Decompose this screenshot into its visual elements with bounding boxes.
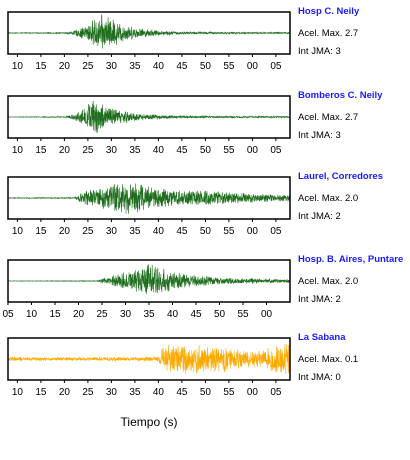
x-tick-label: 30: [120, 309, 132, 320]
panel-1: 10 15 20 25 30 35 40 45 50 55 00 05 Hosp C. Neily Ace…: [7, 6, 360, 72]
panel-frame: [7, 11, 291, 55]
acel-max-label: Acel. Max. 2.7: [298, 28, 358, 39]
x-tick-label: 45: [190, 309, 202, 320]
x-tick-label: 20: [59, 145, 71, 156]
x-tick-label: 15: [35, 387, 47, 398]
x-tick-label: 00: [247, 145, 259, 156]
x-tick-label: 05: [270, 387, 282, 398]
waveform-trace: [7, 14, 291, 49]
x-tick-label: 55: [223, 145, 235, 156]
panel-5: 10 15 20 25 30 35 40 45 50 55 00 05 La Sabana Acel. M…: [7, 332, 358, 398]
x-tick-label: 00: [247, 61, 259, 72]
x-tick-label: 20: [59, 61, 71, 72]
x-tick-label: 20: [59, 226, 71, 237]
x-tick-label: 15: [35, 226, 47, 237]
x-tick-label: 10: [12, 145, 24, 156]
jma-intensity-label: Int JMA: 3: [298, 46, 341, 57]
x-tick-label: 20: [73, 309, 85, 320]
x-tick-label: 10: [12, 226, 24, 237]
station-name: Bomberos C. Neily: [298, 90, 383, 101]
x-tick-label: 40: [153, 145, 165, 156]
x-tick-label: 25: [82, 145, 94, 156]
station-name: La Sabana: [298, 332, 346, 343]
x-tick-label: 05: [270, 145, 282, 156]
waveform-trace: [7, 183, 291, 214]
panel-frame: [7, 176, 291, 220]
x-tick-label: 05: [270, 61, 282, 72]
x-tick-label: 45: [176, 226, 188, 237]
jma-intensity-label: Int JMA: 0: [298, 372, 341, 383]
x-tick-label: 45: [176, 145, 188, 156]
x-tick-label: 15: [49, 309, 61, 320]
panel-2: 10 15 20 25 30 35 40 45 50 55 00 05 Bomberos C. Neil…: [7, 90, 383, 156]
x-tick-label: 55: [237, 309, 249, 320]
x-tick-label: 35: [129, 145, 141, 156]
x-tick-label: 35: [129, 61, 141, 72]
x-tick-label: 20: [59, 387, 71, 398]
x-tick-label: 55: [223, 61, 235, 72]
x-tick-label: 40: [153, 387, 165, 398]
x-tick-label: 40: [153, 61, 165, 72]
x-tick-label: 50: [200, 226, 212, 237]
x-tick-label: 25: [82, 226, 94, 237]
panel-4: 05 10 15 20 25 30 35 40 45 50 55 00 Hosp. B. Aires, …: [2, 254, 403, 320]
x-tick-label: 35: [129, 226, 141, 237]
station-name: Hosp C. Neily: [298, 6, 360, 17]
acel-max-label: Acel. Max. 2.0: [298, 276, 358, 287]
panel-frame: [7, 95, 291, 139]
waveform-trace: [7, 100, 291, 133]
x-tick-label: 15: [35, 61, 47, 72]
x-tick-label: 30: [106, 145, 118, 156]
acel-max-label: Acel. Max. 2.0: [298, 193, 358, 204]
jma-intensity-label: Int JMA: 3: [298, 130, 341, 141]
waveform-trace: [7, 343, 291, 375]
x-tick-label: 40: [153, 226, 165, 237]
x-tick-label: 00: [247, 387, 259, 398]
x-tick-label: 25: [82, 387, 94, 398]
x-tick-label: 00: [261, 309, 273, 320]
x-tick-label: 00: [247, 226, 259, 237]
x-tick-label: 30: [106, 61, 118, 72]
acel-max-label: Acel. Max. 2.7: [298, 112, 358, 123]
x-tick-label: 35: [129, 387, 141, 398]
x-tick-label: 25: [96, 309, 108, 320]
x-tick-label: 50: [200, 387, 212, 398]
panel-3: 10 15 20 25 30 35 40 45 50 55 00 05 Laurel, Corredor…: [7, 171, 383, 237]
x-tick-label: 05: [270, 226, 282, 237]
x-tick-label: 05: [2, 309, 14, 320]
x-tick-label: 35: [143, 309, 155, 320]
x-tick-label: 45: [176, 387, 188, 398]
panel-frame: [7, 337, 291, 381]
station-name: Hosp. B. Aires, Puntare: [298, 254, 403, 265]
x-tick-label: 30: [106, 387, 118, 398]
x-tick-label: 10: [12, 61, 24, 72]
x-tick-label: 50: [214, 309, 226, 320]
jma-intensity-label: Int JMA: 2: [298, 211, 341, 222]
x-tick-label: 25: [82, 61, 94, 72]
jma-intensity-label: Int JMA: 2: [298, 294, 341, 305]
acel-max-label: Acel. Max. 0.1: [298, 354, 358, 365]
x-tick-label: 55: [223, 226, 235, 237]
x-tick-label: 30: [106, 226, 118, 237]
x-tick-label: 45: [176, 61, 188, 72]
x-tick-label: 55: [223, 387, 235, 398]
x-tick-label: 10: [12, 387, 24, 398]
x-tick-label: 15: [35, 145, 47, 156]
station-name: Laurel, Corredores: [298, 171, 383, 182]
x-tick-label: 50: [200, 145, 212, 156]
x-tick-label: 50: [200, 61, 212, 72]
x-tick-label: 10: [26, 309, 38, 320]
x-tick-label: 40: [167, 309, 179, 320]
waveform-trace: [7, 264, 291, 295]
x-axis-title: Tiempo (s): [121, 415, 178, 429]
